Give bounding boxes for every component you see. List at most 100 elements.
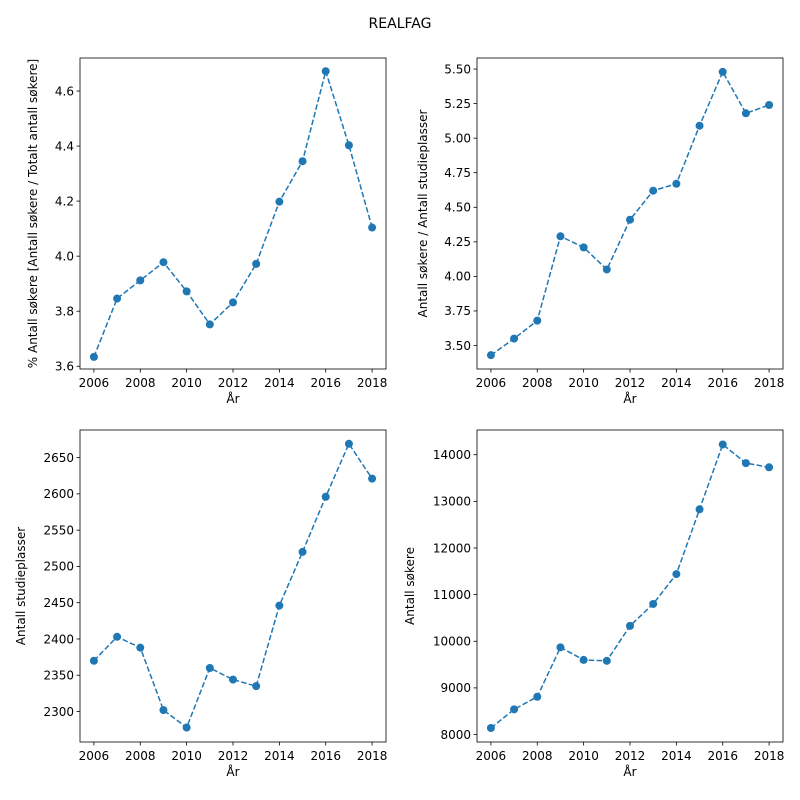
series-line bbox=[490, 443, 770, 729]
data-point bbox=[741, 109, 750, 118]
data-point bbox=[556, 643, 565, 652]
y-axis-label: Antall søkere / Antall studieplasser bbox=[416, 109, 430, 317]
y-tick-label: 5.50 bbox=[444, 62, 471, 76]
y-tick-label: 2500 bbox=[43, 560, 74, 574]
data-point bbox=[113, 632, 122, 641]
y-tick-label: 2600 bbox=[43, 487, 74, 501]
y-tick-label: 5.00 bbox=[444, 131, 471, 145]
data-point bbox=[205, 663, 214, 672]
x-tick-label: 2018 bbox=[754, 749, 785, 763]
data-point bbox=[672, 179, 681, 188]
x-tick-label: 2012 bbox=[218, 376, 249, 390]
data-point bbox=[718, 440, 727, 449]
series-line bbox=[490, 70, 770, 356]
plot-frame bbox=[79, 57, 387, 370]
chart-panel-1: 2006 2008 2010 2012 2014 2016 2018 3.6 3.8 4.0 4.2… bbox=[26, 57, 387, 406]
series-line bbox=[93, 442, 373, 729]
plot-frame bbox=[79, 429, 387, 743]
figure-title: REALFAG bbox=[369, 16, 432, 32]
data-point bbox=[344, 439, 353, 448]
y-tick-label: 4.25 bbox=[444, 235, 471, 249]
data-point bbox=[321, 67, 330, 76]
data-point bbox=[136, 643, 145, 652]
data-point bbox=[695, 505, 704, 514]
data-point bbox=[205, 320, 214, 329]
chart-panel-3: 2006 2008 2010 2012 2014 2016 2018 2300 2350 2400… bbox=[14, 429, 387, 779]
x-tick-label: 2008 bbox=[125, 749, 156, 763]
x-tick-label: 2016 bbox=[707, 376, 738, 390]
data-point bbox=[486, 724, 495, 733]
y-tick-label: 4.4 bbox=[55, 139, 74, 153]
x-axis-label: År bbox=[623, 764, 636, 779]
x-tick-label: 2010 bbox=[568, 749, 599, 763]
y-tick-label: 12000 bbox=[433, 541, 471, 555]
y-tick-label: 2450 bbox=[43, 596, 74, 610]
y-tick-label: 4.00 bbox=[444, 270, 471, 284]
x-tick-label: 2012 bbox=[615, 376, 646, 390]
y-tick-label: 2350 bbox=[43, 669, 74, 683]
data-point bbox=[579, 243, 588, 252]
x-tick-label: 2010 bbox=[171, 749, 202, 763]
data-point bbox=[321, 492, 330, 501]
y-tick-label: 9000 bbox=[440, 681, 471, 695]
x-tick-label: 2014 bbox=[661, 749, 692, 763]
y-tick-label: 3.6 bbox=[55, 360, 74, 374]
x-tick-label: 2014 bbox=[661, 376, 692, 390]
data-point bbox=[765, 463, 774, 472]
data-point bbox=[298, 157, 307, 166]
y-tick-label: 8000 bbox=[440, 728, 471, 742]
y-tick-label: 3.50 bbox=[444, 339, 471, 353]
data-point bbox=[533, 316, 542, 325]
data-point bbox=[275, 197, 284, 206]
data-point bbox=[626, 621, 634, 630]
data-point bbox=[182, 287, 191, 296]
x-tick-label: 2014 bbox=[264, 749, 295, 763]
data-point bbox=[368, 474, 377, 483]
y-tick-label: 11000 bbox=[433, 588, 471, 602]
data-point bbox=[486, 351, 495, 360]
x-tick-label: 2010 bbox=[171, 376, 202, 390]
data-point bbox=[298, 547, 307, 556]
data-point bbox=[765, 100, 774, 109]
y-tick-label: 13000 bbox=[433, 495, 471, 509]
x-tick-label: 2016 bbox=[707, 749, 738, 763]
y-tick-label: 10000 bbox=[433, 635, 471, 649]
data-point bbox=[556, 232, 565, 241]
plot-frame bbox=[476, 429, 784, 743]
y-tick-label: 14000 bbox=[433, 448, 471, 462]
data-point bbox=[275, 601, 284, 610]
data-point bbox=[718, 67, 727, 76]
data-point bbox=[741, 459, 750, 468]
y-tick-label: 3.75 bbox=[444, 304, 471, 318]
data-point bbox=[252, 682, 261, 691]
data-point bbox=[649, 599, 658, 608]
data-point bbox=[182, 723, 191, 732]
y-tick-label: 3.8 bbox=[55, 305, 74, 319]
x-tick-label: 2012 bbox=[218, 749, 249, 763]
data-point bbox=[229, 675, 237, 684]
data-point bbox=[89, 352, 98, 361]
y-axis-label: % Antall søkere [Antall søkere / Totalt … bbox=[26, 59, 40, 368]
x-tick-label: 2008 bbox=[522, 749, 553, 763]
data-point bbox=[113, 294, 122, 303]
x-tick-label: 2016 bbox=[310, 749, 341, 763]
y-tick-label: 2400 bbox=[43, 632, 74, 646]
y-tick-label: 5.25 bbox=[444, 97, 471, 111]
data-point bbox=[695, 121, 704, 130]
y-tick-label: 4.6 bbox=[55, 84, 74, 98]
y-tick-label: 2300 bbox=[43, 705, 74, 719]
data-point bbox=[159, 706, 168, 715]
x-tick-label: 2012 bbox=[615, 749, 646, 763]
y-axis-label: Antall søkere bbox=[403, 547, 417, 625]
data-point bbox=[533, 692, 542, 701]
data-point bbox=[229, 298, 237, 307]
y-tick-label: 2550 bbox=[43, 523, 74, 537]
x-tick-label: 2006 bbox=[79, 749, 110, 763]
x-axis-label: År bbox=[623, 391, 636, 406]
data-point bbox=[368, 223, 377, 232]
data-point bbox=[579, 655, 588, 664]
data-point bbox=[136, 276, 145, 285]
x-tick-label: 2008 bbox=[522, 376, 553, 390]
y-tick-label: 4.50 bbox=[444, 201, 471, 215]
